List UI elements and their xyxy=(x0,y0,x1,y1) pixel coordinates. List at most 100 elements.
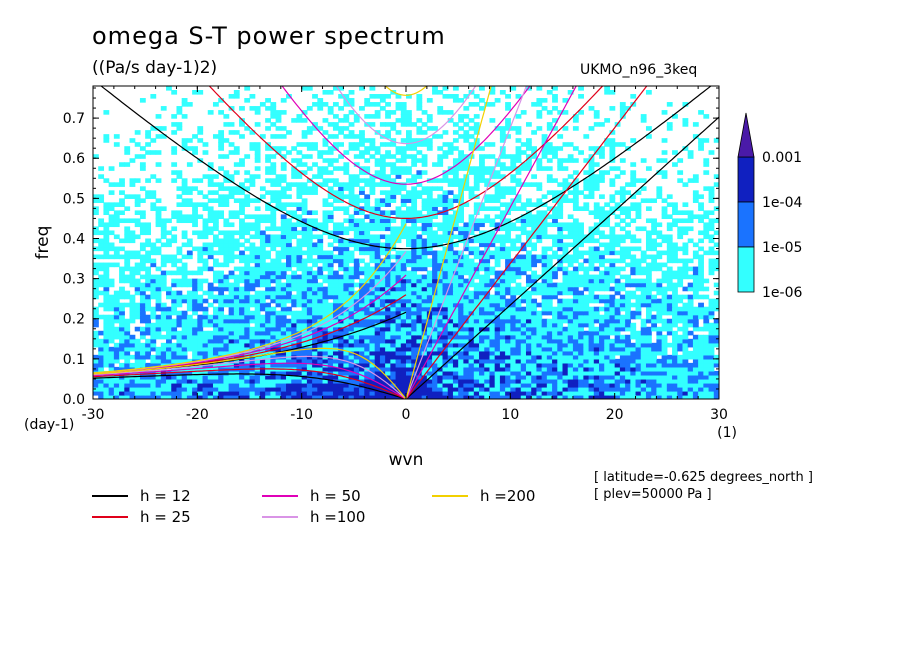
field-cell xyxy=(421,322,428,328)
field-cell xyxy=(359,246,365,252)
field-cell xyxy=(505,206,511,211)
field-cell xyxy=(119,378,125,384)
field-cell xyxy=(275,274,282,280)
field-cell xyxy=(98,390,105,396)
field-cell xyxy=(536,382,543,388)
field-cell xyxy=(160,274,167,280)
field-cell xyxy=(301,266,308,272)
field-cell xyxy=(176,202,183,207)
field-cell xyxy=(228,330,235,336)
field-cell xyxy=(713,322,719,328)
field-cell xyxy=(651,378,657,384)
field-cell xyxy=(108,354,115,360)
field-cell xyxy=(484,386,491,392)
field-cell xyxy=(207,198,214,203)
field-cell xyxy=(505,222,511,228)
field-cell xyxy=(332,302,339,308)
field-cell xyxy=(124,342,131,348)
field-cell xyxy=(113,394,120,399)
field-cell xyxy=(207,318,214,324)
field-cell xyxy=(348,374,355,380)
field-cell xyxy=(129,234,136,240)
field-cell xyxy=(254,322,261,328)
field-cell xyxy=(197,246,204,252)
field-cell xyxy=(463,222,470,228)
field-cell xyxy=(119,362,125,368)
field-cell xyxy=(192,318,198,324)
field-cell xyxy=(353,358,360,364)
field-cell xyxy=(536,274,543,280)
field-cell xyxy=(572,378,579,384)
field-cell xyxy=(280,230,287,236)
field-cell xyxy=(233,390,240,396)
field-cell xyxy=(546,394,553,399)
field-cell xyxy=(348,298,355,304)
field-cell xyxy=(400,278,407,284)
field-cell xyxy=(515,298,522,304)
field-cell xyxy=(499,226,506,232)
field-cell xyxy=(473,222,480,228)
field-cell xyxy=(416,218,423,224)
field-cell xyxy=(327,394,334,399)
field-cell xyxy=(698,218,704,224)
field-cell xyxy=(374,346,381,352)
field-cell xyxy=(599,326,605,332)
field-cell xyxy=(416,314,423,320)
field-cell xyxy=(463,330,470,336)
field-cell xyxy=(494,214,501,220)
field-cell xyxy=(426,358,433,364)
field-cell xyxy=(359,270,365,276)
field-cell xyxy=(635,278,642,284)
field-cell xyxy=(176,394,183,399)
field-cell xyxy=(327,362,334,368)
field-cell xyxy=(160,206,167,211)
field-cell xyxy=(317,374,324,380)
field-cell xyxy=(181,382,188,388)
field-cell xyxy=(108,358,115,364)
field-cell xyxy=(531,350,538,356)
field-cell xyxy=(223,194,230,199)
field-cell xyxy=(343,382,350,388)
field-cell xyxy=(672,330,678,336)
field-cell xyxy=(687,298,694,304)
field-cell xyxy=(113,314,120,320)
field-cell xyxy=(166,358,172,364)
field-cell xyxy=(400,330,407,336)
field-cell xyxy=(619,282,626,288)
field-cell xyxy=(259,334,266,340)
field-cell xyxy=(207,214,214,220)
field-cell xyxy=(432,346,438,352)
field-cell xyxy=(656,298,663,304)
field-cell xyxy=(98,302,105,308)
field-cell xyxy=(390,194,397,199)
field-cell xyxy=(249,294,256,300)
field-cell xyxy=(682,338,689,344)
field-cell xyxy=(228,214,235,220)
field-cell xyxy=(599,230,605,236)
field-cell xyxy=(369,334,376,340)
field-cell xyxy=(343,194,350,199)
field-cell xyxy=(531,258,538,264)
field-cell xyxy=(239,294,245,300)
field-cell xyxy=(233,382,240,388)
field-cell xyxy=(244,314,251,320)
field-cell xyxy=(406,278,412,284)
field-cell xyxy=(338,298,344,304)
field-cell xyxy=(98,238,105,244)
field-cell xyxy=(635,346,642,352)
field-cell xyxy=(421,290,428,296)
field-cell xyxy=(583,274,590,280)
field-cell xyxy=(207,386,214,392)
field-cell xyxy=(463,366,470,372)
field-cell xyxy=(546,378,553,384)
field-cell xyxy=(578,334,584,340)
field-cell xyxy=(275,234,282,240)
field-cell xyxy=(270,322,277,328)
field-cell xyxy=(525,230,532,236)
field-cell xyxy=(682,306,689,312)
field-cell xyxy=(531,202,538,207)
field-cell xyxy=(666,258,673,264)
field-cell xyxy=(473,302,480,308)
field-cell xyxy=(588,334,595,340)
field-cell xyxy=(557,370,564,376)
